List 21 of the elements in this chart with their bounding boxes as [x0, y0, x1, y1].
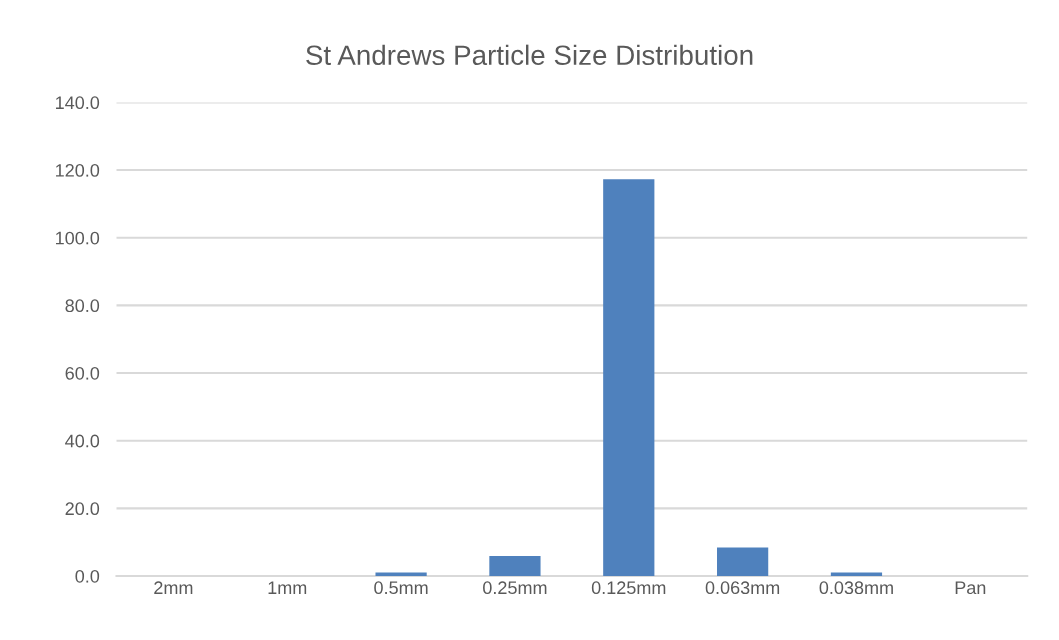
x-tick-label: 0.063mm	[705, 581, 780, 595]
x-tick-label: 0.5mm	[374, 581, 428, 595]
x-tick-label: 1mm	[268, 581, 307, 594]
bar	[489, 556, 541, 576]
x-tick-label: 0.25mm	[483, 581, 547, 595]
y-tick-label: 40.0	[65, 434, 100, 448]
y-tick-label: 60.0	[65, 366, 100, 380]
y-tick-label: 80.0	[65, 299, 100, 313]
chart-title: St Andrews Particle Size Distribution	[306, 44, 753, 66]
y-tick-label: 120.0	[56, 163, 100, 177]
y-tick-label: 140.0	[56, 96, 100, 110]
y-tick-label: 20.0	[65, 502, 100, 516]
y-tick-label: 100.0	[56, 231, 100, 245]
x-tick-label: 2mm	[154, 581, 193, 594]
x-tick-label: 0.125mm	[591, 581, 666, 595]
y-tick-label: 0.0	[75, 569, 100, 583]
bar	[375, 572, 427, 576]
x-tick-label: 0.038mm	[819, 581, 893, 595]
bar	[603, 179, 655, 576]
x-tick-label: Pan	[955, 581, 986, 595]
bar	[717, 547, 769, 576]
